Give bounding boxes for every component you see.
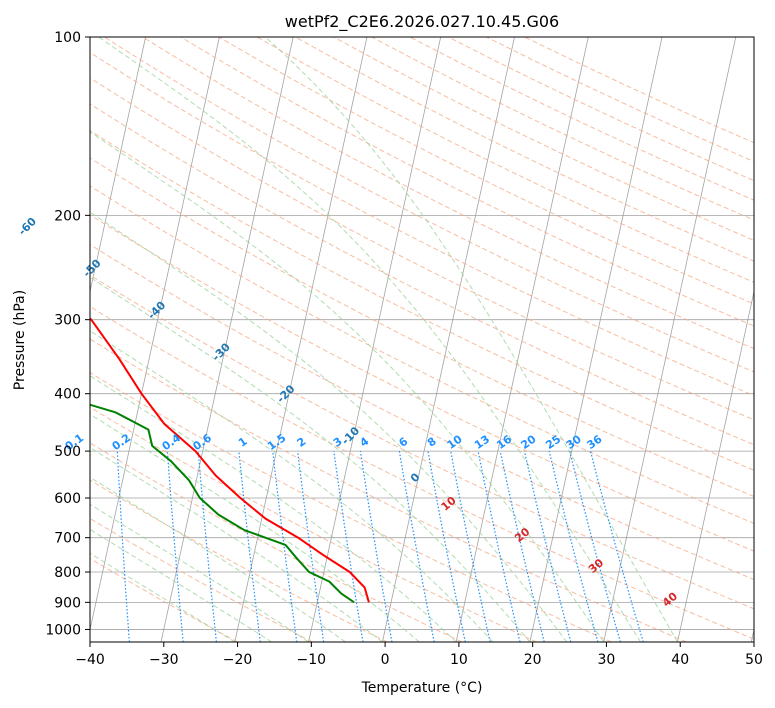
x-tick-label: −20 bbox=[223, 652, 253, 668]
isotherm-line bbox=[160, 37, 294, 642]
dry-adiabat-line bbox=[90, 185, 754, 524]
dry-adiabat-line bbox=[90, 305, 754, 640]
moist-adiabat-line bbox=[90, 131, 605, 642]
mixing-ratio-line bbox=[116, 451, 130, 642]
x-tick-label: 10 bbox=[450, 652, 468, 668]
mixing-ratio-line bbox=[569, 450, 621, 642]
moist-adiabat-line bbox=[90, 211, 568, 642]
dry-adiabat-line bbox=[90, 243, 754, 581]
moist-adiabat-line bbox=[98, 37, 642, 642]
y-tick-label: 600 bbox=[54, 491, 81, 507]
y-tick-label: 500 bbox=[54, 444, 81, 460]
dry-adiabat-line bbox=[90, 517, 313, 642]
y-tick-label: 1000 bbox=[45, 622, 81, 638]
y-tick-label: 700 bbox=[54, 531, 81, 547]
dry-adiabat-line bbox=[90, 214, 754, 552]
mixing-ratio-line bbox=[523, 450, 572, 642]
y-tick-label: 900 bbox=[54, 595, 81, 611]
temperature-line bbox=[90, 317, 370, 603]
mixing-ratio-line bbox=[166, 451, 184, 642]
mixing-ratio-line bbox=[427, 450, 466, 642]
x-tick-label: −30 bbox=[149, 652, 179, 668]
x-tick-label: −10 bbox=[297, 652, 327, 668]
mixing-ratio-line bbox=[450, 450, 491, 642]
isotherm-line bbox=[382, 37, 515, 642]
plot-frame bbox=[89, 36, 755, 643]
dewpoint-line bbox=[90, 403, 355, 604]
y-tick-label: 100 bbox=[54, 30, 81, 46]
isotherm-line bbox=[677, 289, 754, 642]
moist-adiabat-line bbox=[90, 476, 346, 642]
dry-adiabat-line bbox=[90, 338, 687, 642]
dry-adiabat-line bbox=[104, 37, 754, 373]
x-tick-label: 30 bbox=[598, 652, 616, 668]
mixing-ratio-line bbox=[499, 450, 545, 642]
isotherm-line bbox=[308, 37, 442, 642]
x-axis-label: Temperature (°C) bbox=[361, 680, 483, 696]
x-tick-label: −40 bbox=[75, 652, 105, 668]
isotherm-line bbox=[455, 37, 589, 642]
x-tick-label: 50 bbox=[745, 652, 763, 668]
isotherm-line bbox=[234, 37, 368, 642]
x-tick-label: 20 bbox=[524, 652, 542, 668]
background-lines bbox=[90, 37, 754, 642]
isotherm-line bbox=[90, 37, 146, 294]
isotherm-line bbox=[603, 37, 737, 642]
x-tick-label: 40 bbox=[671, 652, 689, 668]
mixing-ratio-line bbox=[548, 450, 599, 642]
isotherm-line bbox=[529, 37, 663, 642]
axes: −40 −30 −20 −10 0 10 20 30 40 50 100 200 300 400 500 60… bbox=[45, 30, 763, 668]
x-tick-label: 0 bbox=[381, 652, 390, 668]
moist-adiabat-line bbox=[90, 375, 457, 642]
y-tick-label: 200 bbox=[54, 208, 81, 224]
isotherm-line bbox=[90, 37, 220, 632]
y-tick-label: 800 bbox=[54, 565, 81, 581]
sounding-lines bbox=[90, 317, 370, 604]
moist-adiabat-line bbox=[90, 446, 383, 642]
dry-adiabat-line bbox=[90, 371, 612, 642]
dry-adiabat-line bbox=[90, 442, 463, 642]
y-tick-label: 400 bbox=[54, 387, 81, 403]
dry-adiabat-line bbox=[90, 51, 754, 397]
y-axis-label: Pressure (hPa) bbox=[12, 290, 28, 390]
moist-adiabat-line bbox=[90, 552, 236, 642]
mixing-ratio-line bbox=[590, 450, 644, 642]
y-tick-label: 300 bbox=[54, 313, 81, 329]
chart-title: wetPf2_C2E6.2026.027.10.45.G06 bbox=[285, 12, 559, 32]
dry-adiabat-line bbox=[90, 77, 754, 421]
dry-adiabat-line bbox=[142, 37, 754, 350]
dry-adiabat-line bbox=[90, 103, 754, 446]
dry-adiabat-line bbox=[90, 157, 754, 498]
moist-adiabat-line bbox=[265, 37, 678, 642]
dry-adiabat-line bbox=[90, 274, 754, 610]
mixing-ratio-line bbox=[197, 451, 217, 642]
mixing-ratio-line bbox=[477, 450, 521, 642]
dry-adiabat-line bbox=[90, 479, 388, 642]
moist-adiabat-line bbox=[90, 330, 494, 642]
